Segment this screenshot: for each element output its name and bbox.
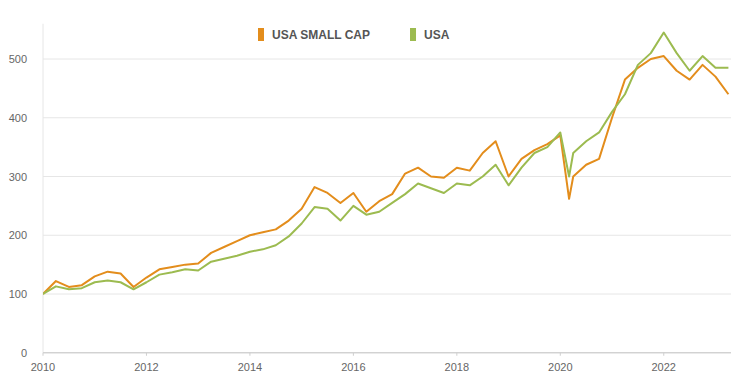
x-tick-label: 2020 bbox=[548, 361, 572, 373]
y-axis-line bbox=[43, 24, 44, 353]
x-tick bbox=[560, 353, 561, 356]
x-tick bbox=[456, 353, 457, 356]
grid-line bbox=[43, 176, 731, 177]
y-tick-label: 500 bbox=[9, 53, 27, 65]
legend-label: USA bbox=[424, 28, 450, 42]
x-tick-label: 2012 bbox=[134, 361, 158, 373]
y-tick-label: 100 bbox=[9, 288, 27, 300]
legend-swatch bbox=[258, 28, 264, 41]
grid-line bbox=[43, 235, 731, 236]
x-tick bbox=[43, 353, 44, 356]
y-tick-label: 200 bbox=[9, 229, 27, 241]
plot-area bbox=[43, 33, 728, 294]
x-tick bbox=[146, 353, 147, 356]
y-tick-label: 400 bbox=[9, 112, 27, 124]
x-tick-label: 2022 bbox=[652, 361, 676, 373]
x-tick-label: 2010 bbox=[31, 361, 55, 373]
x-tick bbox=[249, 353, 250, 356]
x-tick bbox=[353, 353, 354, 356]
x-tick bbox=[663, 353, 664, 356]
grid-line bbox=[43, 294, 731, 295]
legend: USA SMALL CAP USA bbox=[258, 28, 450, 42]
grid-line bbox=[43, 59, 731, 60]
grid-line bbox=[43, 117, 731, 118]
y-tick-label: 0 bbox=[21, 347, 27, 359]
series-line bbox=[43, 33, 728, 294]
y-tick-label: 300 bbox=[9, 171, 27, 183]
x-tick-label: 2016 bbox=[341, 361, 365, 373]
x-tick-label: 2014 bbox=[238, 361, 262, 373]
chart: 0 100 200 300 400 500 2010 2012 2014 2016 2018 2020… bbox=[0, 0, 733, 392]
legend-label: USA SMALL CAP bbox=[272, 28, 370, 42]
x-tick-label: 2018 bbox=[445, 361, 469, 373]
legend-swatch bbox=[410, 28, 416, 41]
